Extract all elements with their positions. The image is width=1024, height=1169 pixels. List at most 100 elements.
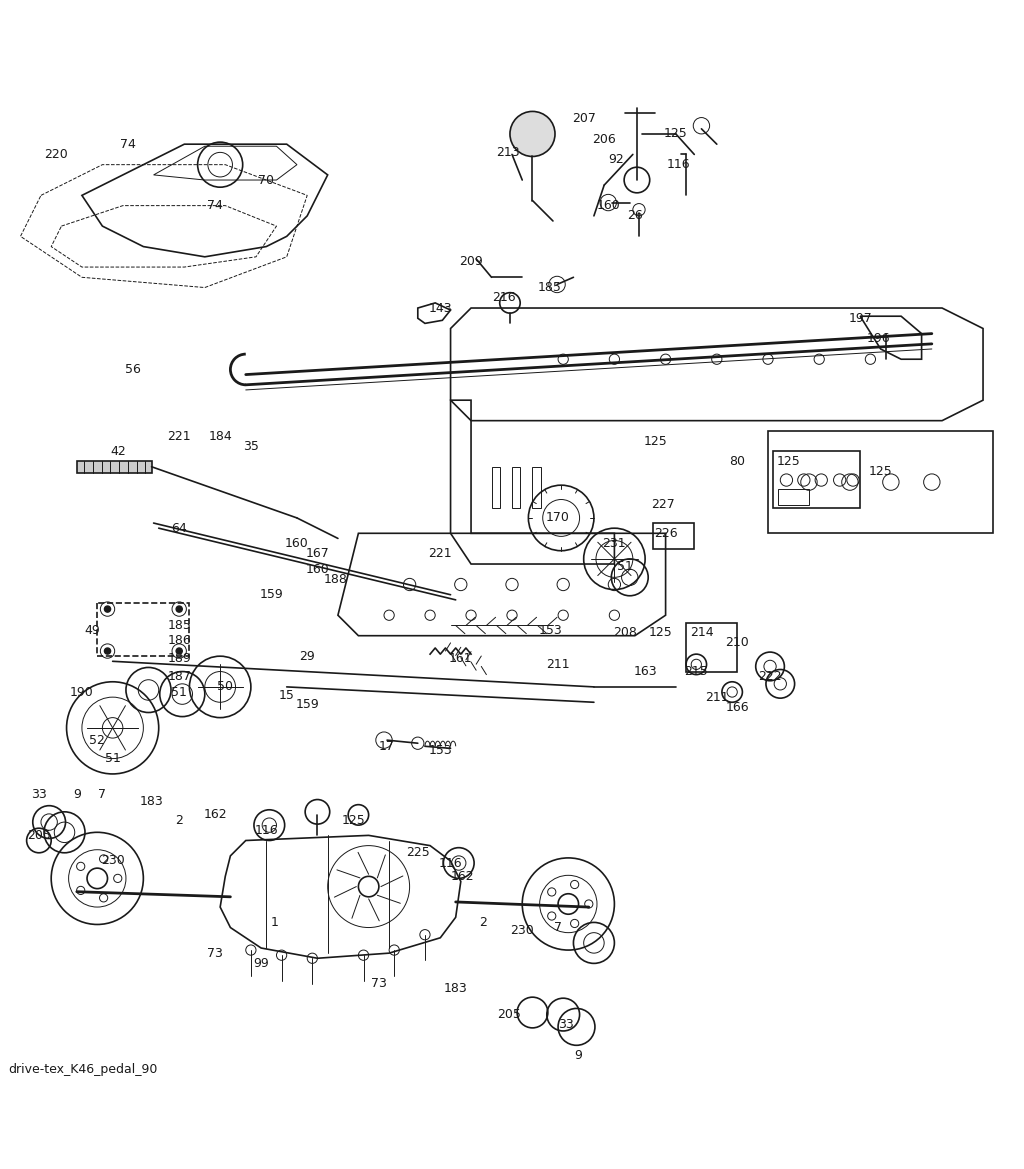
Text: 211: 211 [705, 691, 729, 704]
Text: 159: 159 [295, 698, 319, 711]
Text: 215: 215 [684, 665, 709, 678]
Text: 185: 185 [538, 281, 562, 295]
Text: 162: 162 [203, 809, 227, 822]
Text: 15: 15 [279, 689, 295, 701]
Text: 125: 125 [648, 627, 673, 639]
Text: 56: 56 [125, 362, 141, 376]
Text: 207: 207 [571, 112, 596, 125]
Circle shape [510, 111, 555, 157]
Text: 167: 167 [305, 547, 330, 560]
Text: 70: 70 [258, 173, 274, 187]
Text: 153: 153 [428, 743, 453, 756]
Text: 197: 197 [848, 312, 872, 325]
Text: 7: 7 [98, 788, 106, 801]
Circle shape [176, 606, 182, 613]
Text: 33: 33 [31, 788, 47, 801]
Text: 205: 205 [27, 829, 51, 842]
Text: 206: 206 [592, 132, 616, 146]
Text: 160: 160 [285, 537, 309, 551]
Text: 116: 116 [438, 857, 463, 870]
Text: 183: 183 [443, 982, 468, 996]
Text: 35: 35 [243, 440, 259, 452]
Bar [532, 466, 541, 507]
Text: 99: 99 [253, 957, 269, 970]
Text: 166: 166 [725, 701, 750, 714]
Circle shape [104, 648, 111, 655]
Text: 143: 143 [428, 302, 453, 314]
Text: 42: 42 [110, 445, 126, 458]
Text: 50: 50 [217, 680, 233, 693]
Text: 216: 216 [492, 291, 516, 304]
Text: 74: 74 [120, 138, 136, 151]
Text: 190: 190 [70, 685, 94, 699]
Text: 9: 9 [73, 788, 81, 801]
Text: 225: 225 [406, 846, 430, 859]
Text: 160: 160 [596, 199, 621, 212]
Text: 227: 227 [650, 498, 675, 511]
Text: 222: 222 [758, 670, 782, 683]
Text: 52: 52 [89, 734, 105, 747]
Text: 9: 9 [574, 1049, 583, 1063]
Text: 214: 214 [689, 627, 714, 639]
Text: 162: 162 [451, 870, 475, 883]
Text: 183: 183 [139, 795, 164, 808]
Text: drive-tex_K46_pedal_90: drive-tex_K46_pedal_90 [8, 1063, 158, 1075]
Text: 1: 1 [270, 916, 279, 929]
Text: 189: 189 [167, 652, 191, 665]
Text: 2: 2 [175, 814, 183, 826]
Text: 125: 125 [776, 455, 801, 468]
Text: 125: 125 [664, 127, 688, 140]
Text: 170: 170 [546, 512, 570, 525]
Text: 211: 211 [546, 658, 570, 671]
Text: 116: 116 [667, 158, 691, 171]
Text: 163: 163 [633, 665, 657, 678]
Text: 26: 26 [627, 209, 643, 222]
Text: 33: 33 [558, 1018, 574, 1031]
Text: 125: 125 [868, 465, 893, 478]
Text: 161: 161 [449, 652, 473, 665]
Text: 220: 220 [44, 148, 69, 161]
Text: 51: 51 [616, 560, 633, 573]
Text: 184: 184 [208, 429, 232, 443]
Circle shape [104, 606, 111, 613]
Text: 230: 230 [510, 925, 535, 938]
Text: 29: 29 [299, 650, 315, 663]
Text: 221: 221 [167, 429, 191, 443]
Text: 73: 73 [371, 977, 387, 990]
Text: 7: 7 [554, 921, 562, 934]
Text: 125: 125 [341, 814, 366, 826]
Text: 74: 74 [207, 199, 223, 212]
Text: 209: 209 [459, 256, 483, 269]
Bar [512, 466, 520, 507]
Text: 73: 73 [207, 947, 223, 960]
Text: 186: 186 [167, 635, 191, 648]
Text: 2: 2 [479, 916, 487, 929]
Text: 230: 230 [100, 855, 125, 867]
Text: 205: 205 [497, 1008, 521, 1021]
Text: 116: 116 [254, 824, 279, 837]
Text: 210: 210 [725, 636, 750, 649]
Text: 49: 49 [84, 624, 100, 637]
Text: 196: 196 [866, 332, 891, 345]
Text: 160: 160 [305, 562, 330, 575]
Text: 188: 188 [324, 573, 348, 586]
Text: 159: 159 [259, 588, 284, 601]
Text: 213: 213 [496, 146, 520, 159]
Text: 92: 92 [608, 153, 625, 166]
Text: 51: 51 [104, 752, 121, 765]
Circle shape [176, 648, 182, 655]
Text: 231: 231 [602, 537, 627, 551]
Text: 51: 51 [171, 685, 187, 699]
Text: 187: 187 [167, 670, 191, 683]
Text: 64: 64 [171, 521, 187, 534]
Bar [778, 490, 809, 505]
Polygon shape [77, 461, 152, 473]
Text: 208: 208 [612, 627, 637, 639]
Text: 221: 221 [428, 547, 453, 560]
Text: 80: 80 [729, 455, 745, 468]
Text: 185: 185 [167, 618, 191, 632]
Bar [492, 466, 500, 507]
Text: 125: 125 [643, 435, 668, 448]
Text: 153: 153 [539, 624, 563, 637]
Text: 17: 17 [379, 740, 395, 753]
